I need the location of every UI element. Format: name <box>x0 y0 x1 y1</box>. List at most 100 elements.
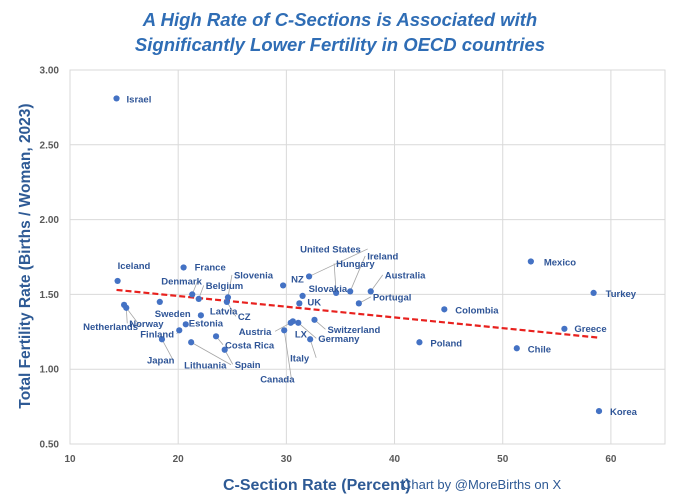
y-tick-label: 0.50 <box>40 440 60 451</box>
leader-line <box>227 274 233 298</box>
data-point <box>416 339 423 346</box>
leader-line <box>309 339 317 358</box>
data-point <box>114 277 121 285</box>
data-label: Netherlands <box>83 322 138 333</box>
x-tick-label: 60 <box>605 454 617 465</box>
y-tick-label: 1.00 <box>40 365 60 376</box>
data-label: Mexico <box>544 257 576 268</box>
data-point <box>281 327 288 334</box>
data-label: Spain <box>235 360 261 371</box>
leader-line <box>308 248 368 277</box>
data-label: LX <box>295 329 308 340</box>
data-point <box>513 345 520 352</box>
point-labels: Israel Mexico Turkey Korea Chile Greece Colomb… <box>83 94 638 418</box>
leader-line <box>161 339 174 360</box>
data-point <box>595 407 603 415</box>
data-point <box>441 306 448 313</box>
data-point <box>311 316 318 323</box>
data-label: Finland <box>140 329 174 340</box>
chart-credit: Chart by @MoreBirths on X <box>402 477 561 492</box>
x-axis-title: C-Section Rate (Percent) <box>223 477 411 494</box>
data-label: Turkey <box>606 289 637 300</box>
data-point <box>280 282 287 289</box>
data-label: Israel <box>127 94 152 105</box>
data-label: NZ <box>291 274 304 285</box>
data-label: CZ <box>238 312 251 323</box>
data-label: Iceland <box>118 261 151 272</box>
leader-line <box>283 330 292 379</box>
data-point <box>590 289 597 297</box>
plot-border <box>69 69 666 445</box>
data-point <box>182 321 189 328</box>
data-point <box>156 298 163 305</box>
data-label: Korea <box>610 407 638 418</box>
data-label: Poland <box>430 338 462 349</box>
data-label: Austria <box>239 327 272 338</box>
leader-line <box>370 274 384 292</box>
data-point <box>120 301 128 308</box>
data-point <box>189 291 196 298</box>
leader-line <box>333 263 337 293</box>
data-point <box>158 336 166 343</box>
data-point <box>180 264 187 271</box>
data-label: Japan <box>147 355 175 366</box>
tick-labels: 0.50 1.00 1.50 2.00 2.50 3.00 10 20 30 40 50 60 <box>40 66 617 466</box>
data-point <box>296 300 303 307</box>
data-point <box>299 292 306 299</box>
data-label: Switzerland <box>327 325 380 336</box>
data-point <box>221 346 228 353</box>
data-point <box>176 327 183 334</box>
data-label: Costa Rica <box>225 340 275 351</box>
data-point <box>188 339 195 346</box>
y-tick-label: 2.50 <box>40 140 60 151</box>
data-point <box>367 288 374 295</box>
x-tick-label: 10 <box>64 454 76 465</box>
gridlines <box>69 69 666 445</box>
y-tick-label: 3.00 <box>40 66 60 77</box>
data-label: Norway <box>129 319 164 330</box>
leader-line <box>349 255 366 292</box>
leader-line <box>190 341 232 366</box>
x-tick-label: 50 <box>497 454 509 465</box>
x-tick-label: 20 <box>173 454 185 465</box>
data-point <box>197 312 204 319</box>
data-label: Colombia <box>455 305 499 316</box>
data-point <box>333 289 340 297</box>
data-point <box>195 295 202 302</box>
data-label: Hungary <box>336 259 375 270</box>
leader-line <box>298 322 317 339</box>
data-label: Portugal <box>373 292 412 303</box>
data-point <box>347 288 354 295</box>
data-label: Ireland <box>367 251 398 262</box>
y-axis-title: Total Fertility Rate (Births / Woman, 20… <box>17 103 34 408</box>
data-label: Lithuania <box>184 360 227 371</box>
data-point <box>287 319 294 326</box>
data-label: Chile <box>528 344 551 355</box>
data-label: Slovenia <box>234 270 274 281</box>
data-point <box>561 325 568 332</box>
data-label: Belgium <box>206 281 243 292</box>
data-point <box>295 319 302 326</box>
data-points <box>113 95 603 415</box>
data-label: Canada <box>260 374 295 385</box>
y-tick-label: 1.50 <box>40 290 60 301</box>
y-tick-label: 2.00 <box>40 215 60 226</box>
data-point <box>355 300 362 307</box>
x-tick-label: 40 <box>389 454 401 465</box>
data-label: United States <box>300 244 361 255</box>
data-label: Estonia <box>189 318 224 329</box>
data-label: Germany <box>318 334 360 345</box>
chart-subtitle: Significantly Lower Fertility in OECD co… <box>134 34 546 55</box>
x-tick-label: 30 <box>281 454 293 465</box>
data-point <box>212 333 220 340</box>
data-label: UK <box>307 297 321 308</box>
chart-title: A High Rate of C-Sections is Associated … <box>142 9 538 30</box>
data-label: Slovakia <box>309 284 348 295</box>
data-label: Italy <box>290 353 310 364</box>
data-point <box>305 273 313 280</box>
data-label: Sweden <box>155 309 191 320</box>
data-point <box>527 258 534 265</box>
data-label: Denmark <box>161 276 202 287</box>
